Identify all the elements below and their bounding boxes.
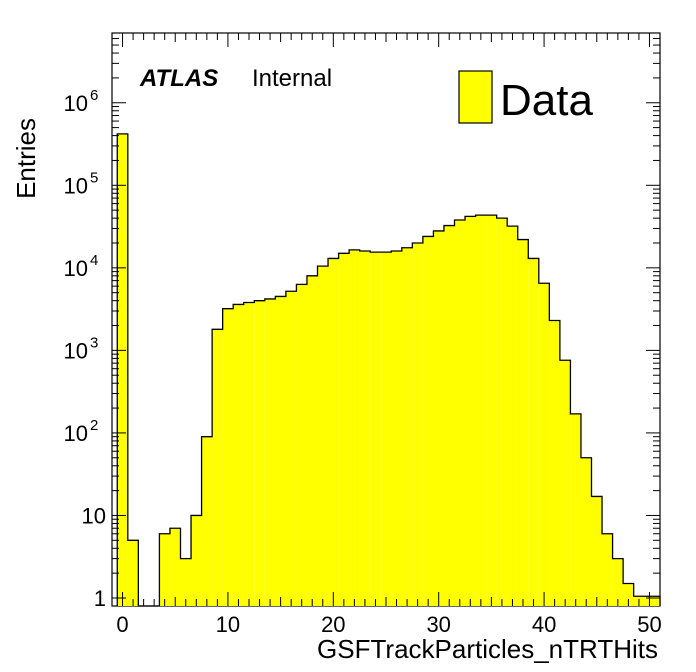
histogram-bars [116,133,661,607]
histogram-bin [391,250,402,606]
histogram-bin [528,258,539,606]
histogram-outline [116,133,661,607]
histogram-bin [243,302,255,606]
y-tick-label: 10 [64,173,88,198]
histogram-bin [433,230,444,606]
histogram-bin [422,236,434,607]
y-tick-label-exponent: 4 [90,252,98,269]
histogram-bin [507,226,518,607]
histogram-bin [191,515,202,606]
histogram-bin [275,296,286,606]
histogram-bin [443,225,455,607]
histogram-bin [328,258,339,606]
histogram-bin [380,252,392,606]
histogram-bin [570,413,581,606]
x-tick-label: 20 [321,612,345,637]
x-tick-label: 10 [216,612,240,637]
histogram-bin [349,249,360,606]
histogram-bin [602,533,613,606]
x-tick-label: 50 [637,612,661,637]
histogram-bin [623,583,634,606]
histogram-bin [233,304,244,606]
histogram-bin [654,596,660,606]
histogram-bin [254,300,265,606]
legend-swatch-data [458,70,493,124]
y-tick-label-exponent: 2 [90,417,98,434]
histogram-bin [454,219,466,606]
histogram-bin [591,496,603,606]
y-tick-label-exponent: 5 [90,169,98,186]
y-tick-label: 10 [64,91,88,116]
x-tick-label: 30 [426,612,450,637]
x-tick-label: 40 [532,612,556,637]
histogram-bin [285,291,297,606]
y-tick-label: 10 [64,338,88,363]
histogram-bin [117,133,128,606]
y-tick-label-exponent: 3 [90,334,98,351]
histogram-bin [359,250,371,606]
histogram-bin [559,360,571,606]
histogram-bin [580,457,592,606]
x-axis-tick-labels: 0 10 20 30 40 50 [116,612,661,637]
histogram-bin [612,558,624,606]
atlas-status-label: Internal [252,65,332,92]
histogram-bin [212,329,223,606]
histogram-bin [475,215,487,606]
histogram-bin [465,216,476,606]
x-tick-label: 0 [116,612,128,637]
histogram-bin [412,242,423,607]
y-axis-ticks [112,32,660,599]
histogram-bin [222,308,234,606]
y-tick-label: 10 [64,256,88,281]
histogram-bin [517,239,529,606]
legend: Data [458,70,593,125]
histogram-bin [127,540,139,606]
histogram-bin [317,266,329,606]
histogram-bin [338,253,350,607]
atlas-label: ATLAS [139,65,218,92]
histogram-bin [296,284,307,606]
y-tick-label: 1 [94,586,106,611]
y-tick-label-exponent: 6 [90,87,98,104]
histogram-bin [201,436,213,606]
x-axis-ticks [122,33,661,606]
histogram-bin [496,218,508,606]
histogram-bin [159,533,170,606]
histogram-bin [180,558,192,606]
legend-entry-data: Data [500,76,593,125]
histogram-bin [306,275,318,606]
histogram-bin [169,528,181,606]
histogram-bin [401,247,413,606]
histogram-bin [549,320,560,606]
histogram-bin [538,283,550,606]
histogram-bin [264,298,276,606]
y-tick-label: 10 [64,421,88,446]
x-axis-title: GSFTrackParticles_nTRTHits [317,634,658,664]
y-tick-label: 10 [82,503,106,528]
histogram-bin [486,215,497,606]
histogram-bin [370,252,381,606]
y-axis-title: Entries [11,118,41,199]
